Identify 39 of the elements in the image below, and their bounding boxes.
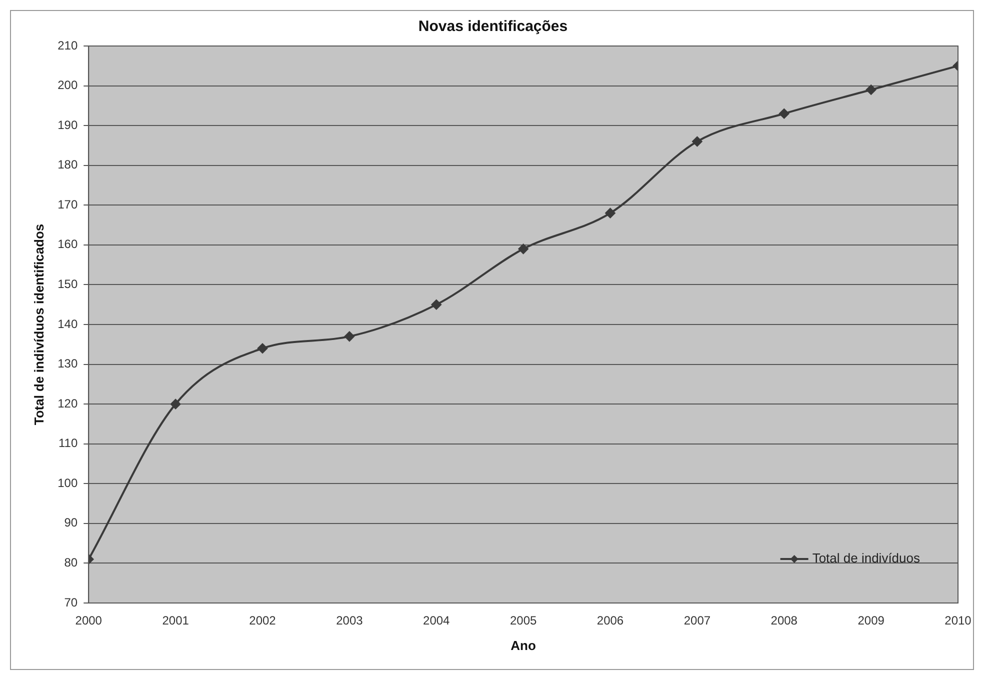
y-tick-label: 200 (58, 78, 78, 92)
point (605, 208, 616, 218)
x-tick-label: 2002 (249, 614, 276, 628)
point (344, 331, 354, 342)
y-tick-label: 100 (58, 476, 78, 490)
point (692, 136, 702, 146)
x-tick-label: 2007 (684, 614, 711, 628)
x-tick-label: 2000 (75, 614, 102, 628)
y-tick-label: 160 (58, 237, 78, 252)
y-tick-label: 70 (64, 595, 78, 610)
y-tick-label: 130 (58, 356, 78, 371)
y-tick-label: 80 (64, 556, 78, 570)
y-tick-label: 120 (58, 396, 78, 410)
x-tick-label: 2005 (510, 614, 537, 628)
y-tick-label: 210 (58, 38, 78, 52)
y-tick-label: 180 (58, 158, 78, 172)
y-tick-label: 190 (58, 118, 78, 132)
x-tick-label: 2003 (336, 614, 364, 628)
y-tick-label: 110 (58, 436, 78, 450)
point (170, 399, 181, 410)
y-tick-label: 150 (58, 277, 78, 292)
chart-title: Novas identificações (418, 18, 568, 36)
y-tick-label: 90 (64, 516, 78, 530)
legend-label: Total de indivíduos (812, 550, 920, 566)
point (431, 300, 442, 310)
x-tick-label: 2009 (858, 614, 885, 628)
x-tick-label: 2001 (162, 614, 190, 628)
x-tick-label: 2006 (596, 614, 624, 628)
point (779, 108, 790, 119)
y-tick-label: 170 (58, 197, 78, 212)
y-axis-title: Total de indivíduos identificados (31, 224, 46, 426)
x-tick-label: 2004 (423, 614, 450, 628)
point (257, 343, 268, 354)
point (518, 244, 528, 254)
x-axis-title: Ano (510, 638, 536, 653)
point (866, 84, 876, 95)
x-tick-label: 2010 (944, 614, 972, 628)
x-tick-label: 2008 (770, 614, 798, 628)
y-tick-label: 140 (58, 316, 78, 331)
